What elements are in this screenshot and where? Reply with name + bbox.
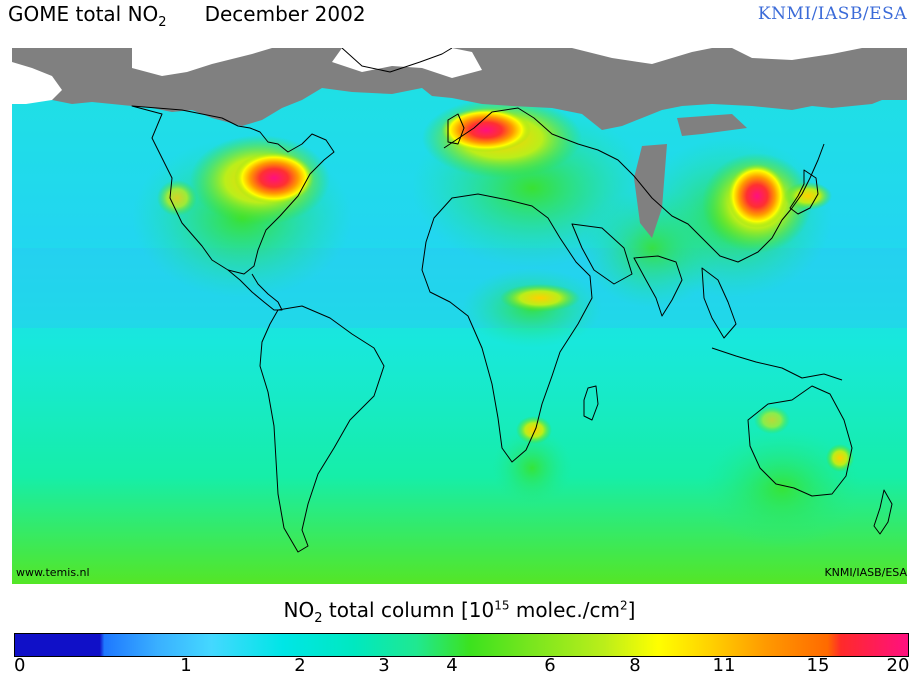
colorbar-label: NO2 total column [1015 molec./cm2] (0, 598, 919, 626)
colorbar-label-end: ] (627, 598, 636, 622)
map-canvas (12, 48, 907, 584)
polar-patches (12, 48, 862, 104)
colorbar-tick: 20 (886, 655, 910, 676)
colorbar-label-unit-sup: 2 (620, 598, 628, 613)
title-date: December 2002 (204, 2, 366, 26)
colorbar-tick: 8 (629, 655, 641, 676)
colorbar-label-no: NO (283, 598, 315, 622)
watermark-left: www.temis.nl (16, 566, 90, 579)
world-map (12, 48, 907, 584)
colorbar-tick: 0 (14, 655, 26, 676)
watermark-right: KNMI/IASB/ESA (824, 566, 907, 579)
title-text: GOME total NO (8, 2, 159, 26)
colorbar-tick: 11 (712, 655, 736, 676)
credit-text: KNMI/IASB/ESA (757, 4, 907, 24)
colorbar-tick: 15 (806, 655, 830, 676)
colorbar-label-mid: total column [10 (322, 598, 495, 622)
map-title: GOME total NO2 December 2002 (8, 2, 366, 30)
no-data-region (12, 48, 907, 238)
colorbar-label-exp: 15 (494, 598, 510, 613)
coastlines (131, 48, 893, 553)
colorbar-tick: 2 (294, 655, 306, 676)
colorbar-label-sub: 2 (314, 611, 323, 626)
colorbar (14, 633, 909, 657)
colorbar-tick: 4 (446, 655, 458, 676)
colorbar-label-unit: molec./cm (509, 598, 620, 622)
colorbar-tick: 1 (180, 655, 192, 676)
title-subscript: 2 (158, 15, 167, 30)
colorbar-tick: 3 (378, 655, 390, 676)
concentration-layer (132, 98, 862, 548)
colorbar-tick: 6 (544, 655, 556, 676)
